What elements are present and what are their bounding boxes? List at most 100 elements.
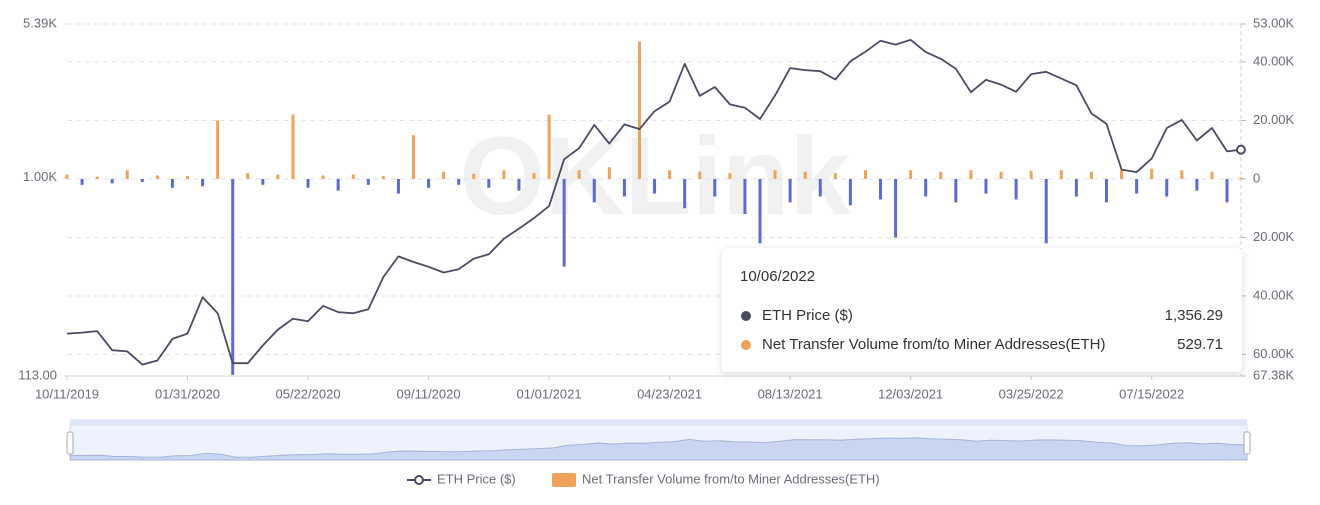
x-tick-label: 05/22/2020 bbox=[276, 386, 341, 401]
y-tick-label: 1.00K bbox=[23, 169, 57, 184]
bar bbox=[457, 178, 461, 185]
bar bbox=[321, 175, 325, 179]
bar bbox=[1150, 168, 1154, 179]
bar bbox=[622, 178, 626, 197]
tooltip-marker bbox=[741, 340, 751, 350]
bar bbox=[1059, 170, 1063, 179]
bar bbox=[999, 171, 1003, 179]
bar bbox=[472, 173, 476, 179]
bar bbox=[246, 173, 250, 179]
bar bbox=[803, 171, 807, 179]
bar bbox=[653, 178, 657, 194]
bar bbox=[683, 178, 687, 209]
y2-tick-label: 20.00K bbox=[1253, 112, 1295, 127]
bar bbox=[487, 178, 491, 188]
bar bbox=[1239, 177, 1243, 179]
bar bbox=[713, 178, 717, 197]
y2-tick-label: 20.00K bbox=[1253, 229, 1295, 244]
tooltip-date: 10/06/2022 bbox=[740, 268, 815, 285]
x-tick-label: 12/03/2021 bbox=[878, 386, 943, 401]
bar bbox=[1089, 171, 1093, 179]
bar bbox=[547, 114, 551, 179]
tooltip-marker bbox=[741, 311, 751, 321]
bar bbox=[562, 178, 566, 267]
bar bbox=[1074, 178, 1078, 197]
bar bbox=[110, 178, 114, 184]
bar bbox=[909, 170, 913, 179]
bar bbox=[276, 174, 280, 179]
price-line bbox=[66, 38, 1242, 366]
navigator-area bbox=[69, 437, 1248, 461]
bar bbox=[924, 178, 928, 197]
bar bbox=[1225, 178, 1229, 203]
bar bbox=[411, 135, 415, 179]
bar bbox=[818, 178, 822, 197]
bar bbox=[336, 178, 340, 191]
bar bbox=[939, 171, 943, 179]
bar bbox=[954, 178, 958, 203]
bar bbox=[969, 170, 973, 179]
bar bbox=[216, 120, 220, 179]
bar bbox=[502, 170, 506, 179]
bar bbox=[427, 178, 431, 188]
bar bbox=[396, 178, 400, 194]
x-tick-label: 09/11/2020 bbox=[397, 386, 461, 401]
bar bbox=[381, 176, 385, 179]
tooltip-value: 1,356.29 bbox=[1165, 307, 1223, 324]
bar bbox=[1029, 170, 1033, 179]
y2-tick-label: 40.00K bbox=[1253, 287, 1295, 302]
bar bbox=[201, 178, 205, 187]
navigator-handle[interactable] bbox=[1243, 431, 1251, 455]
bar bbox=[80, 178, 84, 185]
bar bbox=[532, 173, 536, 179]
x-tick-label: 04/23/2021 bbox=[637, 386, 702, 401]
bar bbox=[1195, 178, 1199, 191]
bar bbox=[758, 178, 762, 244]
x-tick-label: 08/13/2021 bbox=[758, 386, 823, 401]
y2-tick-label: 40.00K bbox=[1253, 53, 1295, 68]
bar bbox=[1044, 178, 1048, 244]
bar bbox=[788, 178, 792, 203]
tooltip-box bbox=[722, 248, 1242, 372]
bar bbox=[1180, 170, 1184, 179]
hover-point bbox=[1236, 144, 1246, 155]
y2-tick-label: 67.38K bbox=[1253, 367, 1295, 382]
bar bbox=[984, 178, 988, 194]
bar bbox=[186, 176, 190, 179]
bar bbox=[743, 178, 747, 215]
bar bbox=[351, 174, 355, 179]
bar bbox=[1210, 171, 1214, 179]
bar bbox=[442, 171, 446, 179]
bar bbox=[366, 178, 370, 185]
y2-tick-label: 53.00K bbox=[1253, 15, 1295, 30]
x-tick-label: 07/15/2022 bbox=[1119, 386, 1184, 401]
bar bbox=[95, 176, 99, 179]
y-tick-label: 5.39K bbox=[23, 15, 57, 30]
bar bbox=[698, 171, 702, 179]
bar bbox=[833, 173, 837, 179]
legend-label[interactable]: ETH Price ($) bbox=[437, 471, 516, 486]
bar bbox=[577, 170, 581, 179]
bar bbox=[170, 178, 174, 188]
bar bbox=[140, 178, 144, 182]
tooltip-series-name: Net Transfer Volume from/to Miner Addres… bbox=[762, 336, 1105, 353]
bar bbox=[291, 114, 295, 179]
bar bbox=[728, 173, 732, 179]
bar bbox=[306, 178, 310, 188]
bar bbox=[1120, 170, 1124, 179]
bar bbox=[592, 178, 596, 203]
x-tick-label: 01/31/2020 bbox=[155, 386, 220, 401]
bar bbox=[65, 174, 69, 179]
navigator-top-bar bbox=[70, 419, 1247, 425]
navigator-handle[interactable] bbox=[66, 431, 74, 455]
bar bbox=[879, 178, 883, 200]
bar bbox=[1014, 178, 1018, 200]
bar bbox=[1135, 178, 1139, 194]
bar bbox=[261, 178, 265, 185]
x-tick-label: 01/01/2021 bbox=[517, 386, 582, 401]
legend-icon-dot bbox=[414, 475, 424, 485]
legend-label[interactable]: Net Transfer Volume from/to Miner Addres… bbox=[582, 471, 880, 486]
tooltip: 10/06/2022 ETH Price ($) 1,356.29 Net Trans… bbox=[722, 248, 1242, 372]
x-tick-label: 03/25/2022 bbox=[999, 386, 1064, 401]
